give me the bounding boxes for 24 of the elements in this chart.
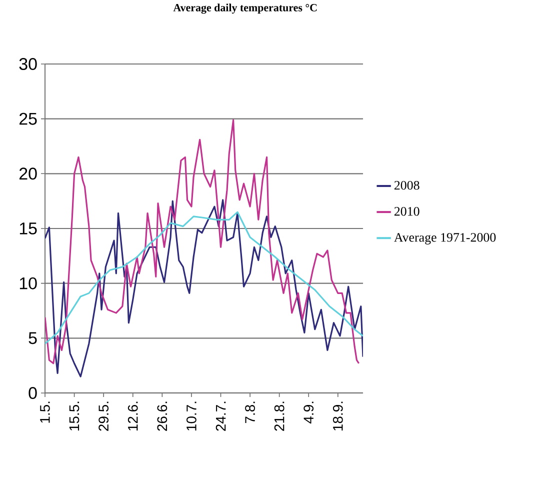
x-tick-label: 10.7. <box>186 402 196 430</box>
legend-label: 2010 <box>394 206 420 216</box>
x-tick-label: 15.5. <box>69 402 80 430</box>
y-tick-label: 20 <box>20 168 37 180</box>
x-tick-label: 4.9. <box>304 402 314 424</box>
x-tick-label: 24.7. <box>216 402 226 431</box>
legend-label: Average 1971-2000 <box>394 233 496 244</box>
y-tick-label: 30 <box>19 58 37 70</box>
y-tick-label: 5 <box>28 332 37 344</box>
x-tick-label: 26.6. <box>157 402 168 431</box>
y-tick-label: 10 <box>20 277 37 290</box>
line-series <box>45 211 364 344</box>
x-tick-label: 1.5. <box>40 402 50 423</box>
y-tick-label: 0 <box>28 386 37 399</box>
x-tick-label: 18.9. <box>332 402 343 430</box>
line-series <box>45 119 360 364</box>
chart-title: Average daily temperatures °C <box>173 4 317 14</box>
y-tick-label: 15 <box>20 222 37 234</box>
x-tick-label: 29.5. <box>98 402 109 431</box>
x-tick-label: 7.8. <box>245 402 255 424</box>
x-tick-label: 21.8. <box>274 402 284 431</box>
y-tick-label: 25 <box>20 112 37 125</box>
legend-label: 2008 <box>394 180 420 190</box>
x-tick-label: 12.6. <box>128 402 138 430</box>
